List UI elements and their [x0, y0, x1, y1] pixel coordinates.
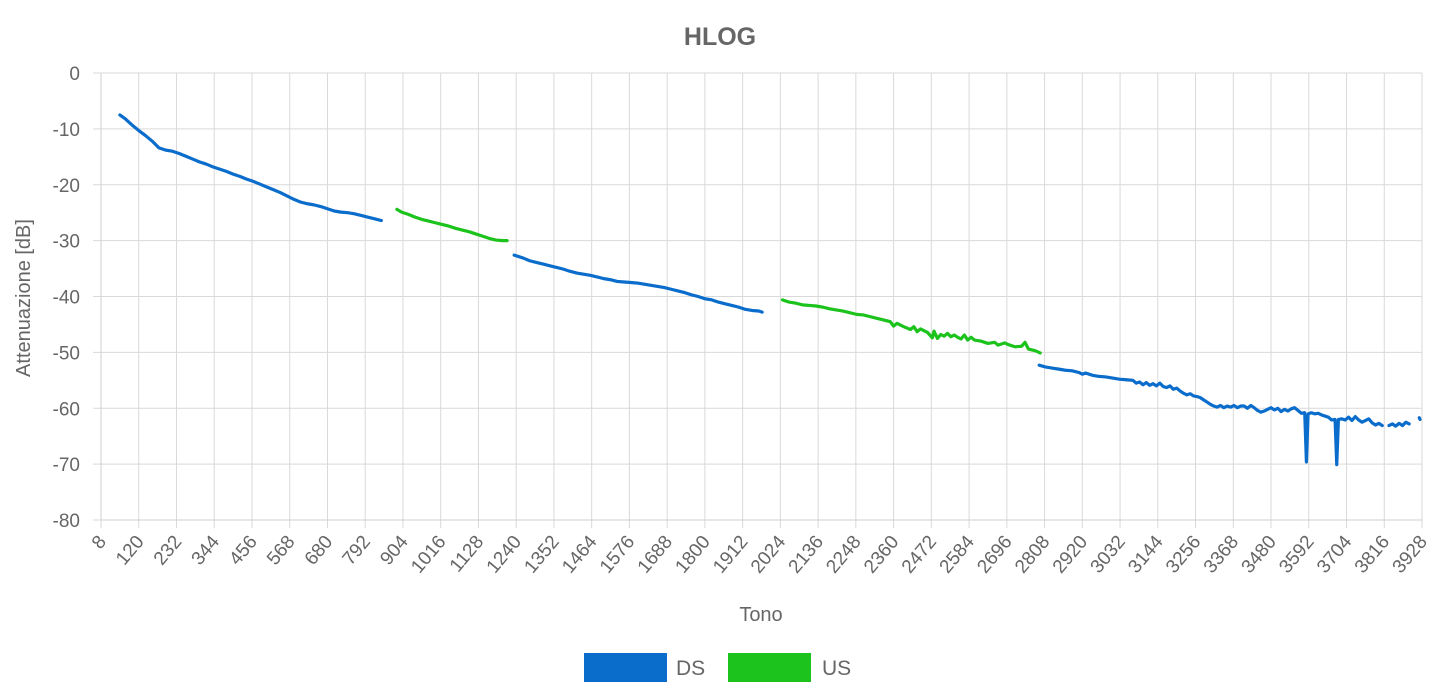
- chart-title: HLOG: [684, 23, 756, 51]
- x-tick-label: 792: [339, 532, 375, 570]
- x-tick-label: 2360: [860, 532, 903, 578]
- x-tick-label: 3704: [1313, 531, 1357, 577]
- x-tick-label: 1128: [446, 532, 488, 577]
- y-tick-label: -20: [53, 176, 80, 197]
- series-line-ds: [1037, 363, 1384, 467]
- x-tick-label: 1800: [671, 532, 714, 578]
- y-tick-label: -70: [53, 455, 80, 476]
- x-tick-label: 2584: [936, 531, 980, 577]
- x-tick-label: 456: [225, 532, 261, 570]
- y-tick-label: -60: [53, 399, 80, 420]
- x-tick-label: 1016: [407, 532, 450, 578]
- x-tick-label: 2136: [785, 532, 828, 578]
- x-tick-label: 1688: [634, 532, 677, 578]
- x-tick-label: 2696: [973, 532, 1016, 578]
- x-tick-label: 3256: [1162, 532, 1205, 578]
- x-tick-label: 680: [301, 532, 337, 570]
- x-tick-label: 3368: [1200, 532, 1243, 578]
- x-axis-title: Tono: [739, 604, 782, 626]
- legend: DS US: [584, 653, 851, 682]
- x-tick-label: 2248: [822, 532, 865, 578]
- x-tick-label: 232: [150, 532, 186, 570]
- x-tick-label: 8: [88, 532, 111, 554]
- y-tick-label: -50: [53, 343, 80, 364]
- x-tick-label: 3816: [1351, 532, 1394, 578]
- x-tick-label: 3592: [1275, 532, 1318, 578]
- y-axis-title: Attenuazione [dB]: [13, 219, 35, 377]
- x-tick-label: 3032: [1087, 532, 1130, 578]
- x-tick-label: 2472: [898, 532, 941, 578]
- grid: [93, 72, 1423, 528]
- legend-swatch-ds: [584, 653, 667, 682]
- x-tick-label: 568: [263, 532, 299, 570]
- y-tick-label: -80: [53, 511, 80, 532]
- legend-label-ds: DS: [676, 657, 705, 680]
- x-tick-label: 3480: [1238, 532, 1281, 578]
- series-line-ds: [512, 253, 764, 314]
- legend-label-us: US: [822, 657, 851, 680]
- x-tick-label: 2920: [1049, 532, 1092, 578]
- x-tick-label: 3928: [1389, 532, 1432, 578]
- x-tick-label: 1240: [483, 532, 526, 578]
- x-tick-label: 2024: [747, 531, 791, 577]
- series-line-us: [780, 298, 1042, 355]
- y-tick-label: -40: [53, 288, 80, 309]
- x-tick-label: 1464: [558, 531, 602, 577]
- series-line-us: [395, 207, 509, 243]
- x-tick-label: 120: [112, 532, 148, 570]
- x-tick-label: 1912: [709, 532, 752, 578]
- legend-swatch-us: [728, 653, 811, 682]
- x-tick-label: 1352: [520, 532, 563, 578]
- series-line-ds: [1387, 420, 1411, 428]
- x-tick-label: 2808: [1011, 532, 1054, 578]
- y-tick-label: -30: [53, 232, 80, 253]
- x-axis-ticks: 8 120 232 344 456 568 680 792 904101611281240135…: [88, 531, 1432, 577]
- series-line-ds: [118, 113, 383, 223]
- x-tick-label: 344: [188, 531, 225, 569]
- x-tick-label: 3144: [1124, 531, 1168, 577]
- series-line-ds: [1417, 416, 1422, 422]
- y-axis-ticks: 0 -10 -20 -30 -40 -50 -60 -70 -80: [53, 64, 80, 532]
- x-tick-label: 1576: [596, 532, 639, 578]
- y-tick-label: -10: [53, 120, 80, 141]
- y-tick-label: 0: [69, 64, 80, 85]
- series-lines: [118, 113, 1422, 467]
